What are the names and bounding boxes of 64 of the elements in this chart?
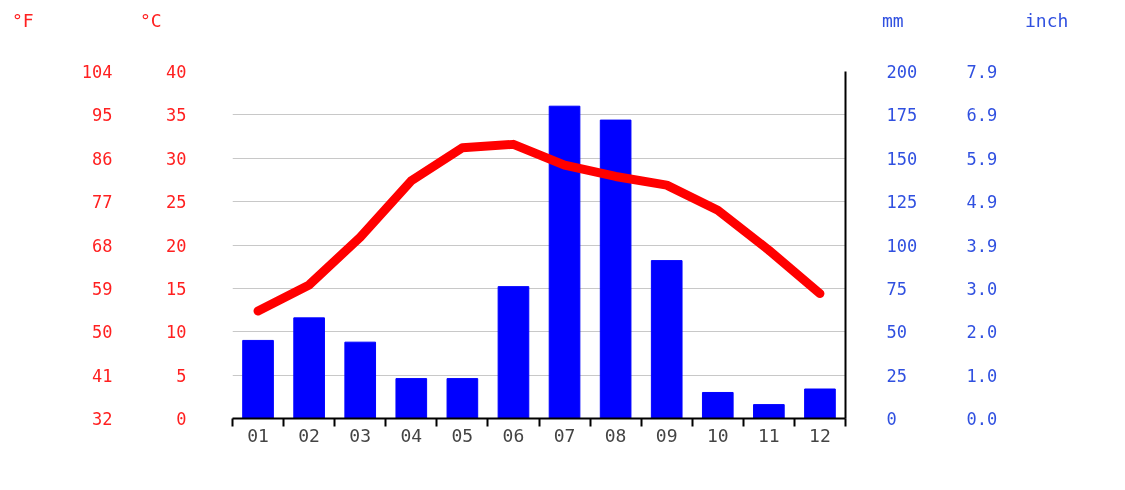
bar	[497, 286, 530, 419]
y-tick-label: 0	[176, 409, 187, 429]
y2-tick-label: 150	[886, 148, 918, 169]
bar	[395, 378, 428, 419]
text: 3.0	[966, 278, 998, 299]
text: 5.9	[966, 148, 998, 169]
x-tick-label: 06	[502, 424, 525, 446]
y-tick-label: 30	[166, 148, 187, 169]
y3-tick-label: 95	[92, 105, 113, 126]
y3-tick-label: 86	[92, 148, 113, 169]
x-tick-label: 04	[400, 424, 423, 446]
y3-tick-label: 32	[92, 409, 113, 429]
x-tick-label: 07	[553, 424, 576, 446]
y2-tick-label: 200	[886, 62, 918, 82]
bar	[446, 378, 479, 419]
x-tick-label: 12	[809, 424, 831, 446]
y2-tick-label: 75	[886, 278, 907, 299]
bar	[753, 404, 785, 419]
text: 3.9	[966, 235, 998, 256]
x-tick-label: 10	[706, 424, 729, 446]
y-tick-label: 35	[166, 105, 187, 126]
y2-tick-label: 50	[886, 322, 907, 343]
bar	[242, 339, 274, 419]
text: 7.9	[966, 62, 998, 82]
y-tick-label: 10	[166, 322, 187, 343]
y3-tick-label: 104	[81, 62, 113, 82]
y3-axis-title: °F	[12, 9, 34, 33]
bar	[548, 105, 581, 419]
y2-tick-label: 0	[886, 409, 897, 429]
y3-tick-label: 59	[92, 278, 113, 299]
x-tick-label: 08	[604, 424, 627, 446]
y2-axis-title: mm	[882, 9, 904, 33]
y-tick-label: 5	[176, 365, 187, 386]
y3-tick-label: 50	[92, 322, 113, 343]
y3-tick-label: 68	[92, 235, 113, 256]
text: inch	[1025, 9, 1069, 33]
y3-tick-label: 41	[92, 365, 113, 386]
y2-tick-label: 125	[886, 192, 918, 213]
y-tick-label: 20	[166, 235, 187, 256]
y2-tick-label: 25	[886, 365, 907, 386]
y-tick-label: 25	[166, 192, 187, 213]
y2-tick-label: 100	[886, 235, 918, 256]
x-tick-label: 02	[298, 424, 320, 446]
y-axis-title: °C	[140, 9, 162, 33]
text: 2.0	[966, 322, 998, 343]
x-tick-label: 09	[655, 424, 678, 446]
y-tick-label: 15	[166, 278, 187, 299]
y3-tick-label: 77	[92, 192, 113, 213]
x-tick-label: 11	[758, 424, 780, 446]
x-tick-label: 03	[349, 424, 372, 446]
text: 4.9	[966, 192, 998, 213]
bar	[701, 391, 734, 419]
y-tick-label: 40	[166, 62, 187, 82]
text: 1.0	[966, 365, 998, 386]
y2-tick-label: 175	[886, 105, 918, 126]
bar	[650, 260, 683, 419]
text: 6.9	[966, 105, 998, 126]
x-tick-label: 05	[451, 424, 474, 446]
bar	[804, 388, 836, 419]
bar	[293, 317, 325, 419]
text: 0.0	[966, 409, 998, 429]
bar	[344, 341, 377, 419]
x-tick-label: 01	[247, 424, 269, 446]
bar	[599, 119, 632, 419]
